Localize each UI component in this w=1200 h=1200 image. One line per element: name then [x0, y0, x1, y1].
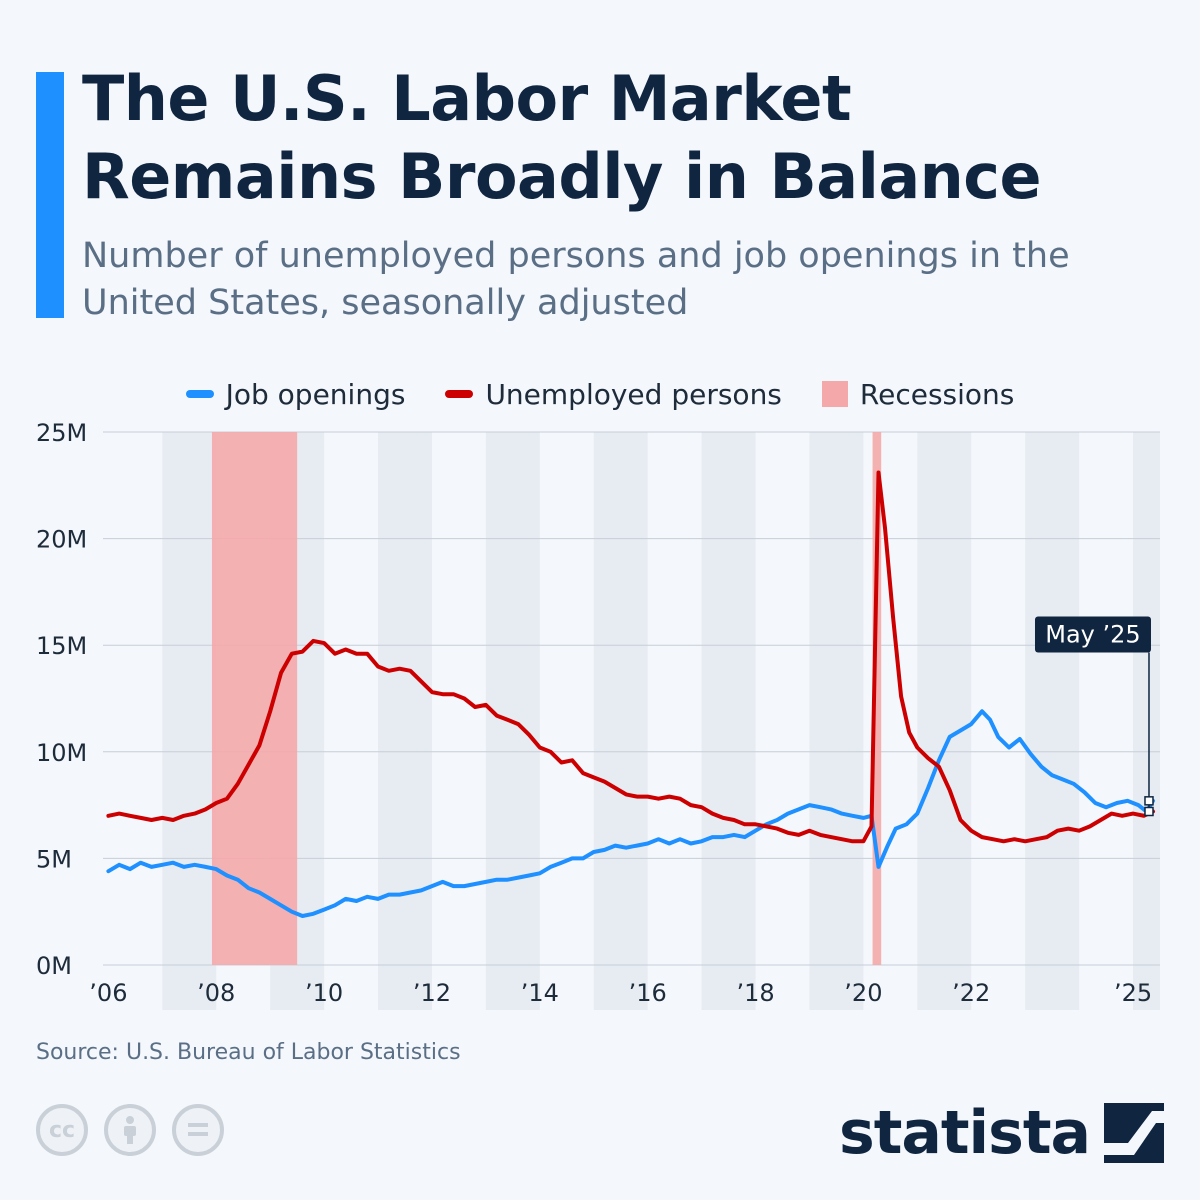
- x-tick-label: ’22: [952, 979, 990, 1007]
- x-tick-label: ’14: [521, 979, 559, 1007]
- y-tick-label: 0M: [36, 952, 72, 980]
- year-band: [917, 432, 972, 1010]
- license-icons: cc: [36, 1104, 224, 1156]
- year-band: [378, 432, 432, 1010]
- legend-label-recessions: Recessions: [859, 377, 1015, 411]
- annotation-point-marker: [1144, 806, 1154, 817]
- statista-mark-icon: [1104, 1103, 1164, 1163]
- recession-band: [872, 432, 882, 965]
- annotation-point-marker: [1144, 796, 1154, 806]
- year-band: [701, 432, 756, 1010]
- year-band: [593, 432, 648, 1010]
- line-chart: 0M 5M 10M 15M 20M 25M ’06 ’08 ’10 ’12 ’14 ’16 ’18 ’20…: [36, 420, 1160, 1010]
- annotation-box: [1034, 616, 1151, 653]
- year-band: [162, 432, 217, 1010]
- legend-item-unemployed[interactable]: Unemployed persons: [445, 377, 782, 411]
- page-title: The U.S. Labor Market Remains Broadly in…: [82, 62, 1042, 213]
- page-subtitle: Number of unemployed persons and job ope…: [82, 236, 1070, 323]
- attribution-icon[interactable]: [104, 1104, 156, 1156]
- year-band: [1133, 432, 1160, 1010]
- accent-bar: [36, 72, 64, 318]
- x-tick-label: ’08: [197, 979, 235, 1007]
- source-note: Source: U.S. Bureau of Labor Statistics: [36, 1040, 461, 1065]
- chart-legend: Job openings Unemployed persons Recessio…: [0, 372, 1200, 416]
- annotation-label: May ’25: [1045, 621, 1140, 649]
- x-tick-label: ’16: [629, 979, 667, 1007]
- y-tick-label: 20M: [36, 526, 87, 554]
- y-tick-label: 15M: [36, 632, 87, 660]
- y-tick-label: 25M: [36, 420, 87, 447]
- y-tick-label: 5M: [36, 845, 72, 873]
- x-tick-label: ’06: [89, 979, 127, 1007]
- legend-swatch-job-openings: [185, 390, 214, 398]
- legend-label-job-openings: Job openings: [225, 377, 406, 411]
- x-tick-label: ’18: [736, 979, 774, 1007]
- cc-icon[interactable]: cc: [36, 1104, 88, 1156]
- x-tick-label: ’25: [1114, 979, 1152, 1007]
- legend-item-recessions[interactable]: Recessions: [821, 377, 1015, 411]
- year-band: [809, 432, 864, 1010]
- series-line-unemployed: [106, 470, 1155, 844]
- year-band: [1025, 432, 1080, 1010]
- statista-logo[interactable]: statista: [839, 1098, 1164, 1168]
- x-tick-label: ’12: [413, 979, 451, 1007]
- recession-band: [211, 432, 298, 965]
- y-tick-label: 10M: [36, 739, 87, 767]
- x-tick-label: ’10: [305, 979, 343, 1007]
- legend-label-unemployed: Unemployed persons: [485, 377, 782, 411]
- no-derivatives-icon[interactable]: [172, 1104, 224, 1156]
- series-line-job-openings: [106, 709, 1155, 918]
- legend-item-job-openings[interactable]: Job openings: [185, 377, 406, 411]
- legend-swatch-unemployed: [445, 390, 474, 398]
- legend-swatch-recessions: [821, 381, 848, 407]
- x-tick-label: ’20: [844, 979, 882, 1007]
- brand-wordmark: statista: [838, 1098, 1091, 1168]
